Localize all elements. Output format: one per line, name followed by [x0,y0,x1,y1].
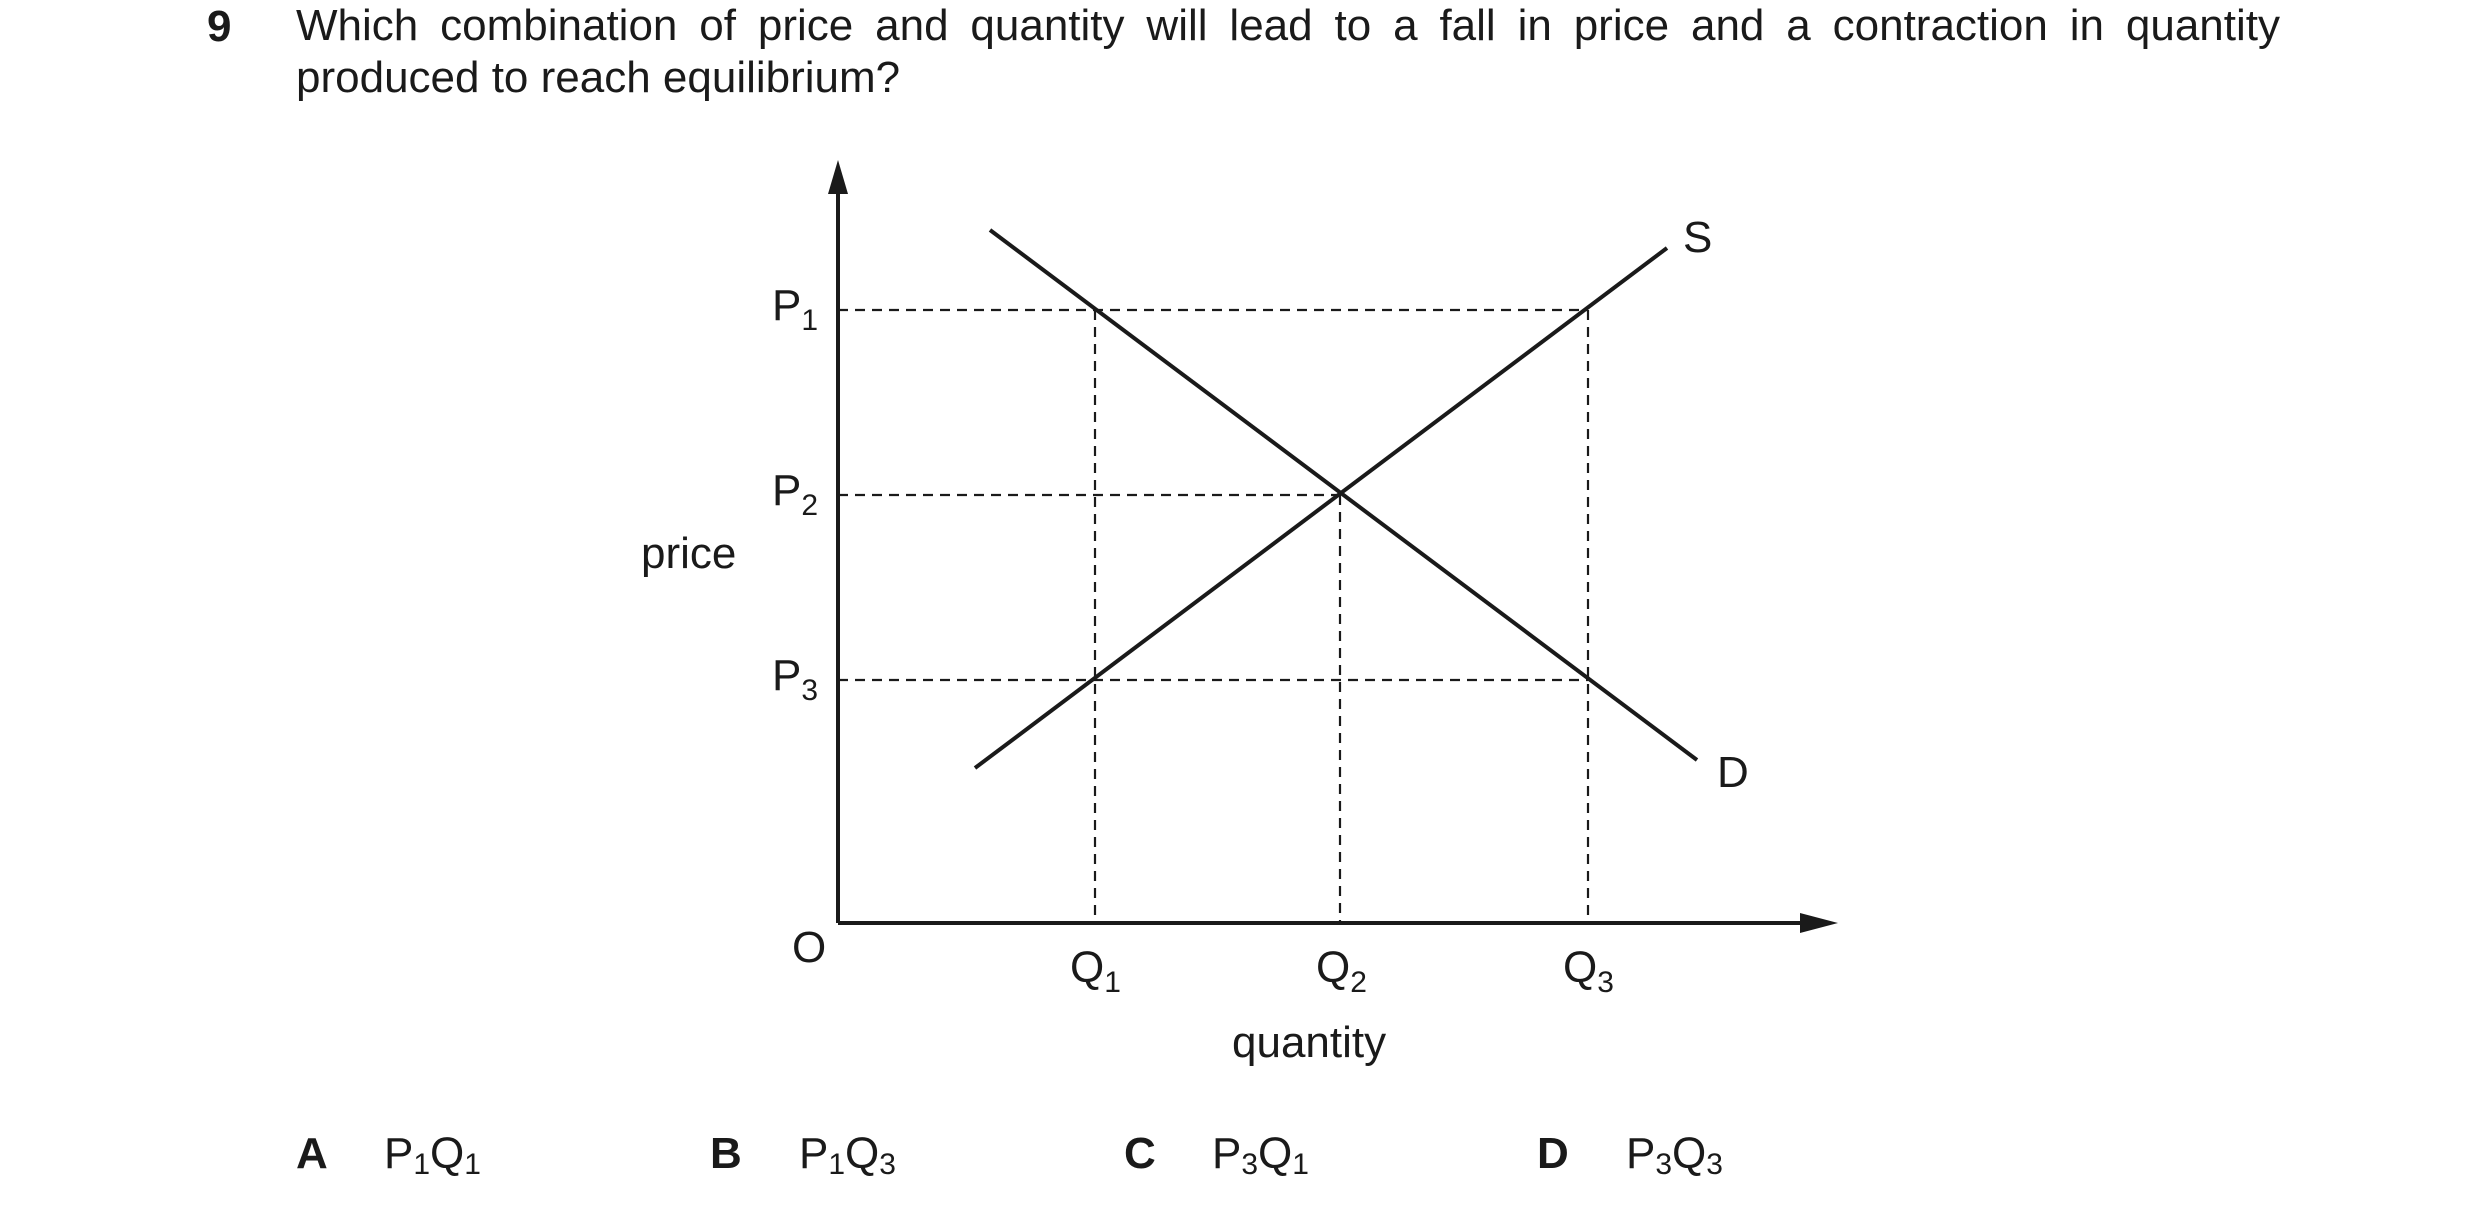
quantity-label-3: Q3 [1563,943,1614,999]
x-axis-title: quantity [1232,1018,1386,1067]
demand-curve [988,228,1699,762]
supply-curve [973,246,1669,770]
price-label-3: P3 [772,651,818,707]
option-a-letter: A [296,1129,328,1178]
quantity-label-1: Q1 [1070,943,1121,999]
price-axis-arrow [828,160,848,194]
option-c-text: P3Q1 [1212,1129,1309,1181]
origin-label: O [792,923,826,972]
y-axis-title: price [641,529,736,578]
question-text: Which combination of price and quantity … [296,1,2280,102]
demand-label: D [1717,748,1749,797]
price-label-2: P2 [772,466,818,522]
price-label-1: P1 [772,281,818,337]
option-b-letter: B [710,1129,742,1178]
option-d-letter: D [1537,1129,1569,1178]
question-number: 9 [207,2,232,51]
option-b-text: P1Q3 [799,1129,896,1181]
option-c-letter: C [1124,1129,1156,1178]
supply-label: S [1683,213,1712,262]
option-d-text: P3Q3 [1626,1129,1723,1181]
option-a-text: P1Q1 [384,1129,481,1181]
quantity-label-2: Q2 [1316,943,1367,999]
quantity-axis-arrow [1800,913,1838,933]
